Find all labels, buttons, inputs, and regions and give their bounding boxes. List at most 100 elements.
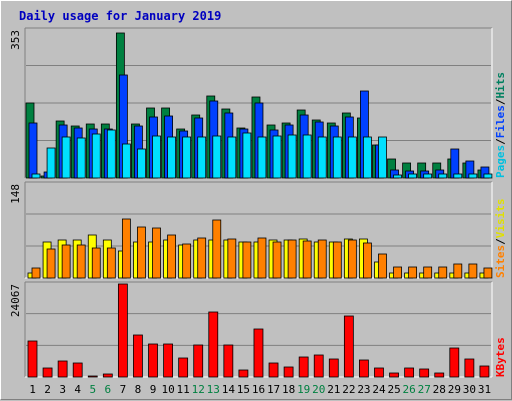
legend-hits: Hits: [494, 72, 507, 99]
pages-bar: [408, 173, 418, 179]
x-tick-label: 29: [448, 383, 461, 396]
x-tick-label: 22: [342, 383, 355, 396]
pages-bar: [378, 136, 387, 179]
x-tick-label: 9: [150, 383, 157, 396]
kbytes-bar: [57, 360, 68, 378]
x-tick-label: 10: [161, 383, 174, 396]
sites-bar: [257, 237, 267, 279]
sites-bar: [227, 238, 237, 279]
kbytes-bar: [117, 283, 128, 378]
kbytes-bar: [464, 358, 475, 378]
kbytes-bar: [223, 344, 234, 378]
sites-bar: [242, 241, 252, 279]
kbytes-bar: [208, 311, 219, 378]
pages-bar: [212, 135, 222, 179]
sites-bar: [91, 247, 101, 279]
kbytes-bar: [193, 344, 204, 378]
kbytes-bar: [419, 368, 430, 378]
pages-bar: [46, 147, 56, 179]
sites-bar: [302, 240, 312, 279]
legend-separator: /: [494, 98, 507, 105]
sites-bar: [152, 227, 161, 279]
panel-legend: Pages/Files/Hits: [494, 72, 507, 178]
kbytes-bar: [238, 369, 249, 378]
pages-bar: [152, 135, 161, 179]
sites-bar: [347, 239, 357, 279]
x-tick-label: 23: [357, 383, 370, 396]
x-tick-label: 12: [192, 383, 205, 396]
kbytes-bar: [87, 375, 98, 378]
x-tick-label: 4: [74, 383, 81, 396]
legend-separator: /: [494, 138, 507, 145]
files-bar: [28, 122, 38, 179]
sites-bar: [332, 241, 342, 279]
panel-legend: KBytes: [494, 337, 507, 377]
chart-panels: 353 Pages/Files/Hits 148 Sites/Visits 24067 K…: [9, 27, 507, 378]
x-tick-label: 3: [59, 383, 66, 396]
kbytes-bar: [298, 356, 309, 378]
sites-bar: [212, 219, 222, 279]
pages-bar: [61, 136, 71, 179]
kbytes-bar: [359, 359, 369, 378]
pages-bar: [332, 136, 342, 179]
panel-legend: Sites/Visits: [494, 199, 507, 279]
sites-bar: [317, 239, 327, 279]
x-tick-label: 5: [89, 383, 96, 396]
sites-bar: [438, 266, 448, 279]
sites-bar: [182, 243, 192, 279]
pages-bar: [363, 136, 372, 179]
x-tick-label: 6: [105, 383, 112, 396]
panel-1: 353 Pages/Files/Hits: [9, 27, 507, 179]
kbytes-bar: [389, 372, 399, 378]
pages-bar: [137, 148, 146, 179]
pages-bar: [182, 136, 192, 179]
kbytes-bar: [72, 362, 83, 378]
sites-bar: [106, 247, 116, 279]
sites-bar: [46, 248, 56, 279]
kbytes-bar: [313, 354, 324, 378]
sites-bar: [121, 218, 131, 279]
y-max-label: 148: [9, 184, 22, 204]
pages-bar: [468, 173, 478, 179]
panel-2: 148 Sites/Visits: [9, 181, 507, 279]
y-max-label: 353: [9, 30, 22, 50]
x-tick-label: 7: [120, 383, 127, 396]
kbytes-bar: [102, 373, 113, 378]
x-axis-labels: 1 2 3 4 5 6 7 8 9 10 11 12 13 14 15 16 17 18 19 20 21 22 23 24 2…: [29, 383, 491, 396]
x-tick-label: 28: [433, 383, 446, 396]
sites-bar: [393, 266, 402, 279]
x-tick-label: 19: [297, 383, 310, 396]
pages-bar: [242, 132, 252, 179]
chart-title: Daily usage for January 2019: [19, 9, 221, 23]
pages-bar: [272, 135, 282, 179]
legend-kbytes: KBytes: [494, 337, 507, 377]
pages-bar: [302, 134, 312, 179]
kbytes-bar: [148, 343, 158, 378]
pages-bar: [423, 173, 433, 179]
sites-bar: [76, 244, 86, 279]
pages-bar: [483, 173, 493, 179]
legend-pages: Pages: [494, 145, 507, 178]
x-tick-label: 15: [237, 383, 250, 396]
kbytes-bar: [178, 357, 189, 378]
x-tick-label: 2: [44, 383, 51, 396]
x-tick-label: 21: [327, 383, 340, 396]
pages-bar: [453, 173, 463, 179]
sites-bar: [61, 244, 71, 279]
x-tick-label: 27: [418, 383, 431, 396]
kbytes-bar: [283, 366, 294, 378]
pages-bar: [167, 136, 176, 179]
sites-bar: [468, 263, 478, 279]
kbytes-bar: [133, 334, 143, 378]
kbytes-bar: [253, 328, 264, 378]
x-tick-label: 11: [177, 383, 190, 396]
x-tick-label: 1: [29, 383, 36, 396]
y-max-label: 24067: [9, 284, 22, 317]
x-tick-label: 17: [267, 383, 280, 396]
pages-bar: [91, 133, 101, 179]
pages-bar: [257, 136, 267, 179]
x-tick-label: 30: [463, 383, 476, 396]
sites-bar: [137, 226, 146, 279]
x-tick-label: 31: [478, 383, 491, 396]
